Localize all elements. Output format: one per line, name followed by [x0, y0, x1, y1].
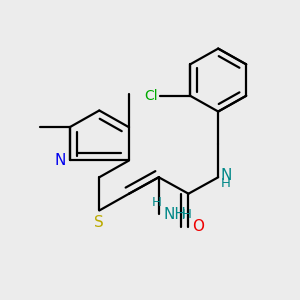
- Text: S: S: [94, 215, 104, 230]
- Text: H: H: [152, 196, 162, 209]
- Text: N: N: [54, 153, 65, 168]
- Text: O: O: [192, 219, 204, 234]
- Text: H: H: [221, 177, 231, 190]
- Text: H: H: [182, 208, 191, 221]
- Text: NH: NH: [164, 207, 187, 222]
- Text: Cl: Cl: [144, 89, 158, 103]
- Text: N: N: [221, 168, 232, 183]
